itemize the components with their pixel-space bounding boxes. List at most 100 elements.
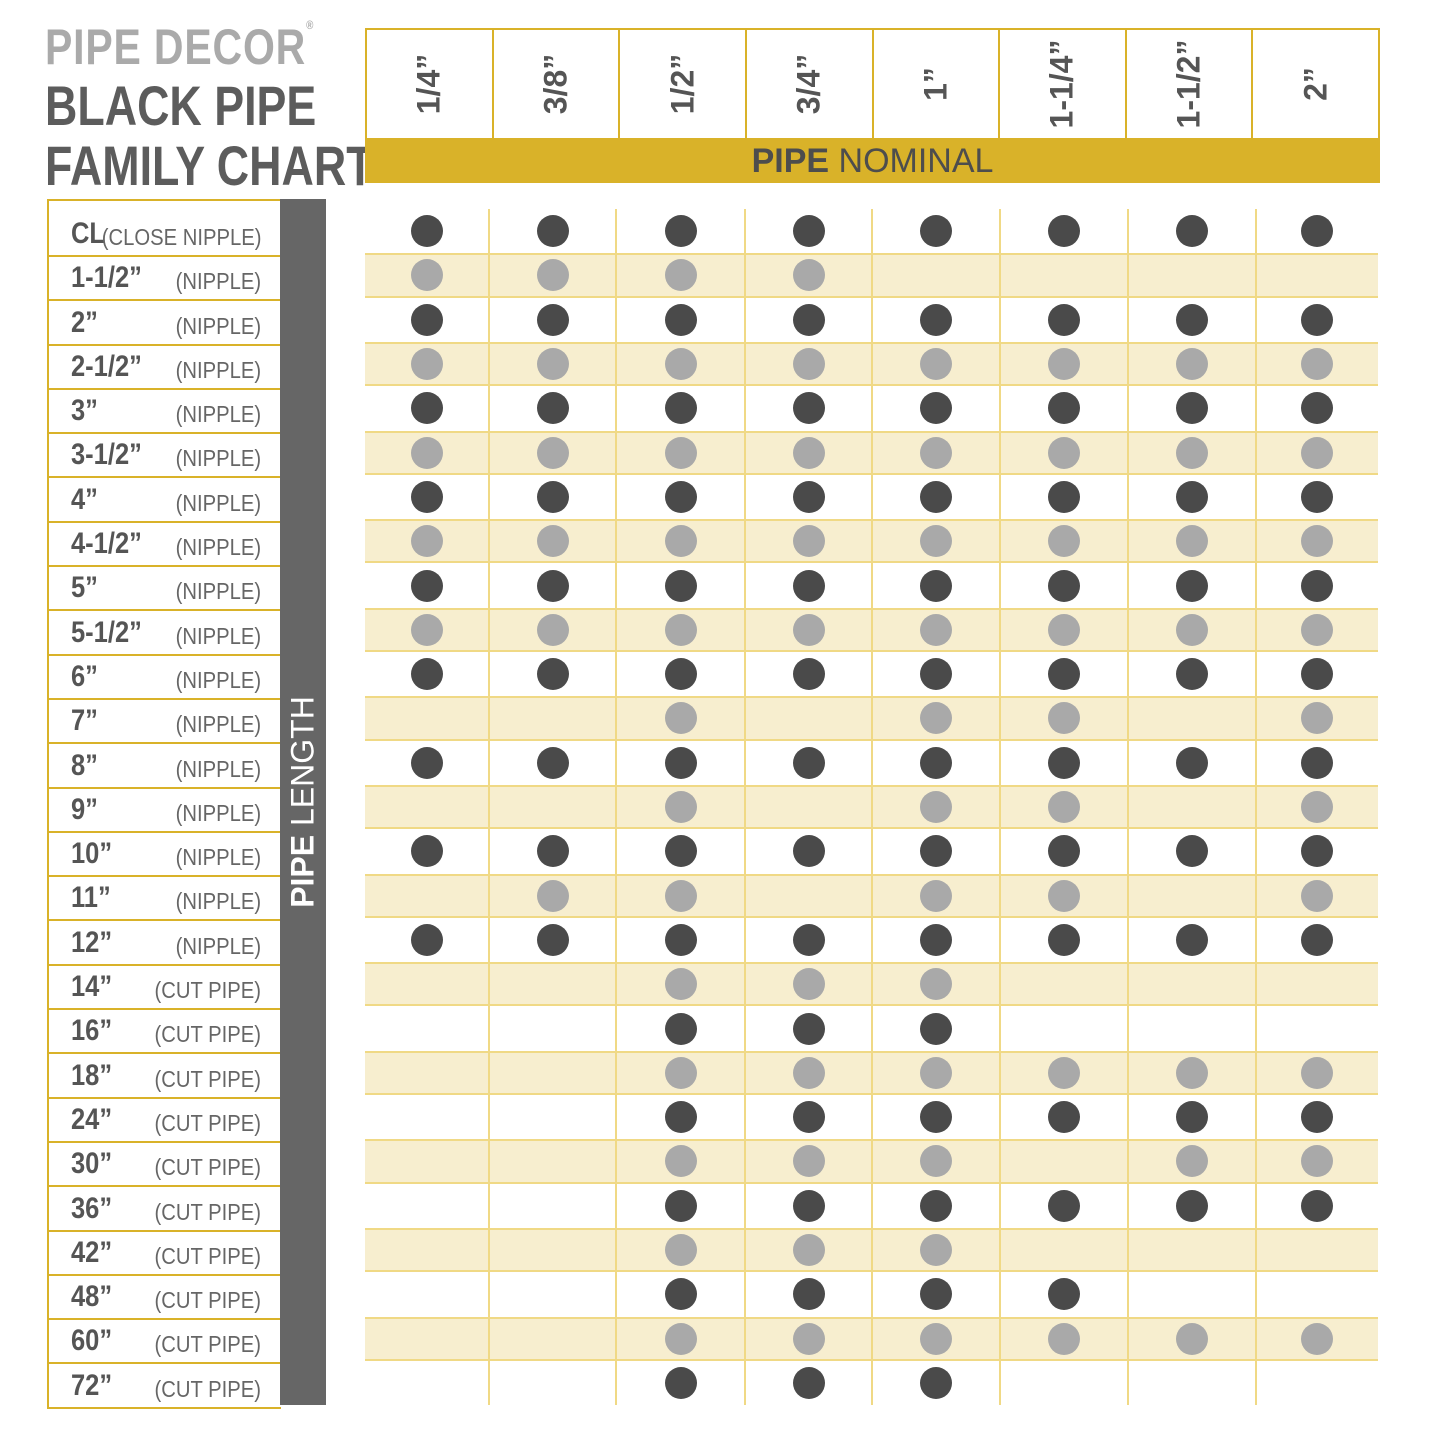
availability-dot	[664, 923, 697, 956]
row-size: 16”	[71, 1014, 113, 1048]
row-type: (NIPPLE)	[175, 312, 261, 339]
availability-dot	[792, 525, 825, 558]
availability-dot	[664, 1056, 697, 1089]
row-label: 36” (CUT PIPE)	[49, 1185, 281, 1229]
availability-dot	[1048, 1101, 1080, 1134]
availability-dot	[664, 702, 697, 735]
row-label: 5” (NIPPLE)	[49, 565, 281, 609]
availability-dot	[536, 392, 569, 425]
availability-dot	[920, 1278, 952, 1311]
availability-dot	[792, 1012, 825, 1045]
availability-dot	[1301, 658, 1333, 691]
row-size: 12”	[71, 925, 113, 959]
availability-dot	[1301, 791, 1333, 824]
availability-dot	[1048, 215, 1080, 247]
row-label: 8” (NIPPLE)	[49, 742, 281, 786]
availability-dot	[1301, 923, 1333, 956]
grid-line	[615, 209, 617, 1405]
availability-dot	[1048, 1278, 1080, 1311]
grid-line	[1127, 209, 1129, 1405]
row-type: (NIPPLE)	[175, 711, 261, 738]
column-label: 1/4”	[410, 53, 447, 115]
availability-dot	[664, 259, 697, 292]
row-type: (NIPPLE)	[175, 534, 261, 561]
availability-dot	[1048, 1056, 1080, 1089]
availability-dot	[1301, 436, 1333, 469]
row-label: 4” (NIPPLE)	[49, 476, 281, 520]
availability-dot	[411, 392, 443, 425]
row-size: 2-1/2”	[71, 349, 142, 383]
availability-dot	[920, 1012, 952, 1045]
row-size: 7”	[71, 704, 98, 738]
row-type: (NIPPLE)	[175, 356, 261, 383]
column-label: 2”	[1297, 67, 1334, 101]
row-size: 9”	[71, 792, 98, 826]
availability-dot	[792, 1056, 825, 1089]
availability-dot	[536, 525, 569, 558]
availability-dot	[536, 215, 569, 247]
availability-dot	[1048, 569, 1080, 602]
availability-dot	[1048, 923, 1080, 956]
row-type: (NIPPLE)	[175, 622, 261, 649]
grid-line	[488, 209, 490, 1405]
availability-dot	[664, 791, 697, 824]
row-size: 2”	[71, 305, 98, 339]
row-size: 14”	[71, 970, 113, 1004]
availability-dot	[792, 746, 825, 779]
availability-dot	[536, 303, 569, 336]
row-size: 30”	[71, 1147, 113, 1181]
brand-name: PIPE DECOR	[45, 19, 307, 75]
column-axis-bold: PIPE	[751, 142, 830, 180]
availability-dot	[411, 569, 443, 602]
availability-dot	[1176, 1189, 1208, 1222]
availability-dot	[536, 835, 569, 868]
availability-dot	[1176, 1145, 1208, 1178]
row-label: CL (CLOSE NIPPLE)	[49, 201, 281, 255]
availability-dot	[664, 1322, 697, 1355]
row-type: (CLOSE NIPPLE)	[101, 224, 261, 250]
column-header-cell: 2”	[1251, 30, 1378, 138]
row-size: 6”	[71, 659, 98, 693]
availability-dot	[536, 879, 569, 912]
availability-dot	[1048, 702, 1080, 735]
availability-dot	[920, 746, 952, 779]
availability-dot	[664, 1189, 697, 1222]
availability-dot	[664, 392, 697, 425]
availability-dot	[1048, 879, 1080, 912]
availability-dot	[664, 746, 697, 779]
row-type: (NIPPLE)	[175, 888, 261, 915]
availability-dot	[411, 436, 443, 469]
availability-dot	[664, 879, 697, 912]
availability-dot	[792, 1366, 825, 1399]
column-header-cell: 1-1/4”	[998, 30, 1125, 138]
availability-dot	[411, 303, 443, 336]
grid-line	[744, 209, 746, 1405]
row-type: (CUT PIPE)	[154, 1198, 261, 1225]
row-label: 30” (CUT PIPE)	[49, 1140, 281, 1185]
row-size: 10”	[71, 837, 113, 871]
column-header: 1/4” 3/8” 1/2” 3/4” 1” 1-1/4” 1-1/2” 2”	[365, 28, 1380, 138]
row-axis-label: PIPE LENGTH	[280, 199, 326, 1405]
availability-dot	[792, 613, 825, 646]
availability-dot	[1301, 215, 1333, 247]
grid-line	[871, 209, 873, 1405]
row-type: (NIPPLE)	[175, 755, 261, 782]
availability-dot	[1301, 303, 1333, 336]
column-header-cell: 1-1/2”	[1124, 30, 1252, 138]
availability-dot	[1048, 658, 1080, 691]
availability-dot	[1176, 1056, 1208, 1089]
availability-dot	[1301, 1101, 1333, 1134]
row-size: 8”	[71, 748, 98, 782]
row-label: 9” (NIPPLE)	[49, 786, 281, 831]
availability-dot	[411, 658, 443, 691]
availability-dot	[1301, 702, 1333, 735]
availability-dot	[920, 613, 952, 646]
availability-dot	[920, 480, 952, 513]
row-label: 6” (NIPPLE)	[49, 653, 281, 698]
availability-dot	[536, 259, 569, 292]
availability-dot	[920, 215, 952, 247]
availability-dot	[1301, 569, 1333, 602]
availability-dot	[664, 1145, 697, 1178]
availability-dot	[411, 525, 443, 558]
availability-dot	[920, 1189, 952, 1222]
